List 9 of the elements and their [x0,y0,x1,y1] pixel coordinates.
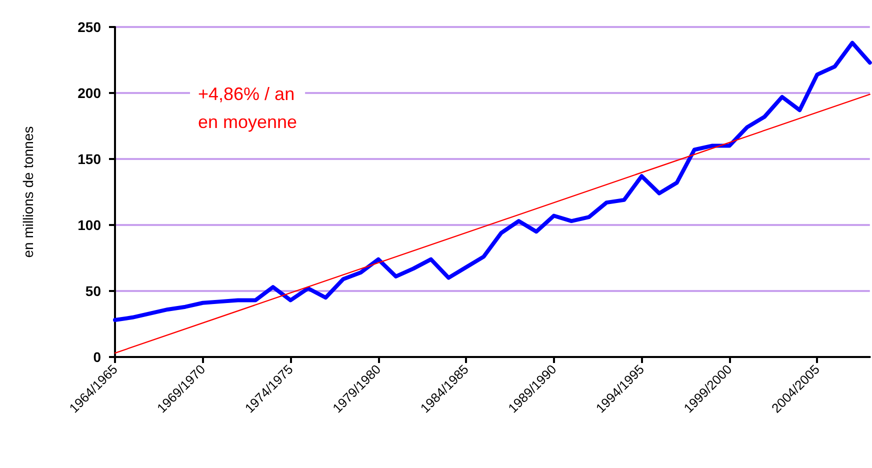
y-tick-label: 200 [78,85,102,101]
y-tick-label: 150 [78,151,102,167]
line-series [113,40,872,322]
y-tick-label: 250 [78,19,102,35]
annotation: +4,86% / an en moyenne [198,84,298,132]
y-tick-label: 50 [85,283,102,299]
y-axis-title: en millions de tonnes [20,126,36,258]
y-tick-label: 100 [78,217,102,233]
y-tick-label: 0 [93,349,102,365]
